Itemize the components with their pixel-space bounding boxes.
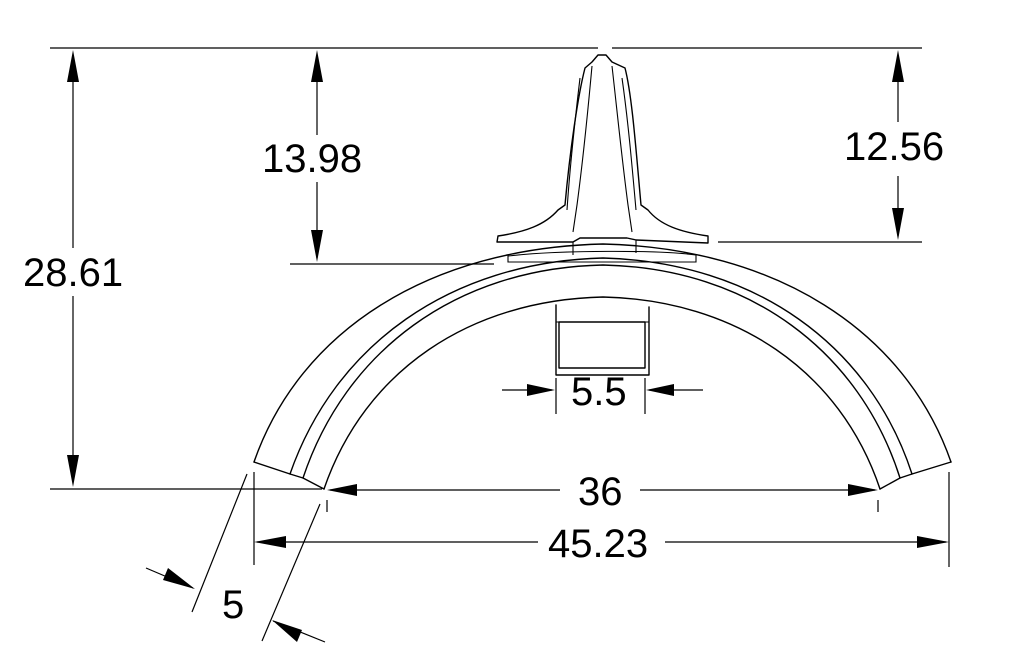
spike-inner-left [572,65,593,233]
dim-label-inner-span: 36 [578,470,623,514]
arch-mid-edge-2 [302,264,901,479]
spike-outline [496,54,709,244]
dim-label-overall-height: 28.61 [23,251,123,295]
dim-channel-width: 5.5 [502,370,703,414]
extension-lines [50,47,950,567]
dim-label-spike-height-left: 13.98 [262,137,362,181]
dim-spike-height-left: 13.98 [262,50,362,262]
channel [555,304,650,376]
dim-wall-thickness: 5 [145,473,326,643]
arch-right-end [879,461,952,490]
arch-outer-edge [253,243,952,463]
dim-spike-height-right: 12.56 [844,50,944,240]
dim-label-wall-thickness: 5 [222,583,244,627]
dim-label-channel-width: 5.5 [571,370,627,414]
spike [496,54,709,263]
arch-inner-edge [323,296,881,490]
arch-left-end [253,461,325,490]
dim-outer-span: 45.23 [254,522,949,566]
spike-inner-right [611,65,633,233]
channel-inner [558,321,646,369]
spike-inner-left2 [566,77,581,211]
dim-label-outer-span: 45.23 [548,522,648,566]
dim-inner-span: 36 [327,470,878,514]
channel-outer [555,304,650,376]
dim-label-spike-height-right: 12.56 [844,125,944,169]
arch-mid-edge-1 [289,257,913,475]
spike-inner-right2 [621,77,637,211]
spike-base-plate [507,250,697,263]
dim-overall-height: 28.61 [23,50,123,487]
arch-part [253,243,952,490]
